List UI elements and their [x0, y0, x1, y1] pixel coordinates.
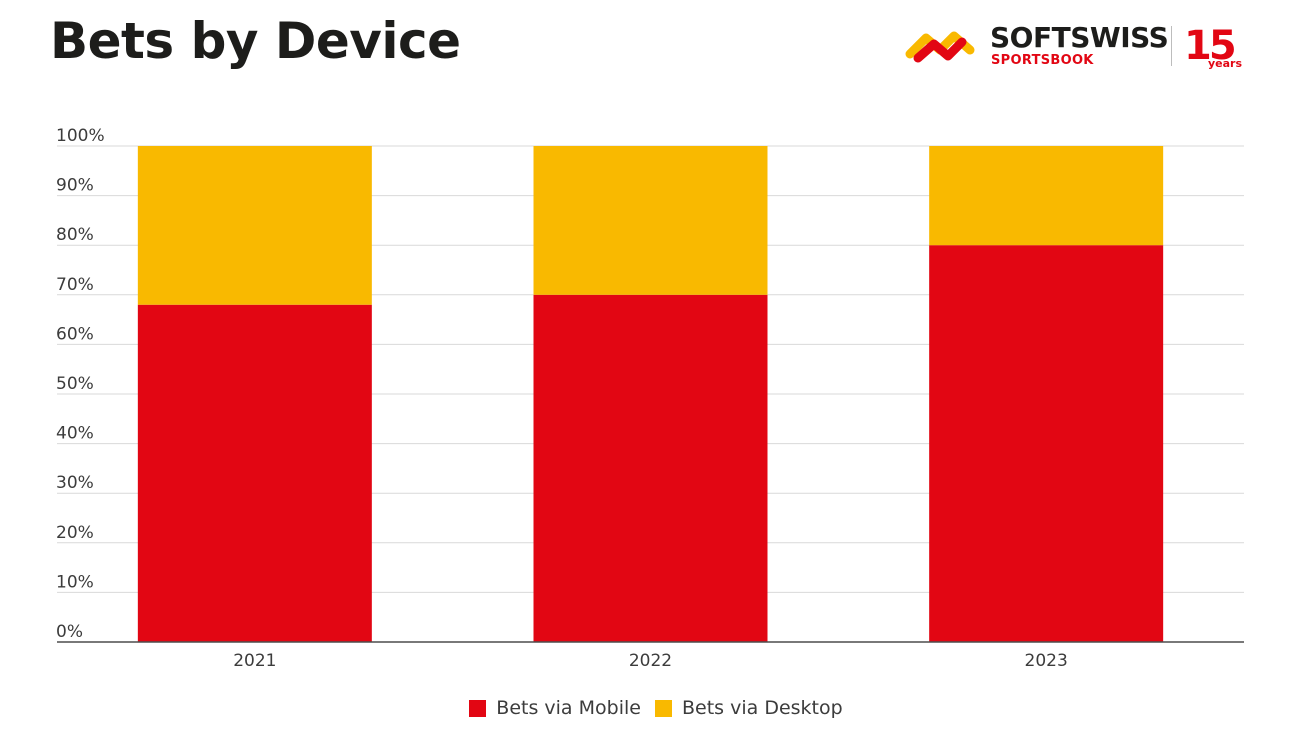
y-tick-label: 80%: [56, 225, 94, 245]
legend-item-desktop: Bets via Desktop: [655, 697, 843, 719]
y-tick-label: 40%: [56, 424, 94, 444]
legend-label-desktop: Bets via Desktop: [682, 697, 843, 719]
y-tick-label: 60%: [56, 324, 94, 344]
y-tick-label: 50%: [56, 374, 94, 394]
bar-mobile-2023: [929, 245, 1164, 642]
legend: Bets via Mobile Bets via Desktop: [0, 697, 1312, 722]
x-tick-label: 2022: [629, 651, 672, 671]
y-tick-label: 30%: [56, 473, 94, 493]
bar-desktop-2023: [929, 146, 1164, 246]
y-tick-label: 10%: [56, 572, 94, 592]
y-tick-label: 70%: [56, 275, 94, 295]
anniversary-unit: years: [1208, 57, 1243, 70]
legend-swatch-desktop: [655, 699, 672, 717]
chart-title: Bets by Device: [50, 12, 461, 70]
x-tick-label: 2021: [233, 651, 276, 671]
brand-name: SOFTSWISS: [990, 21, 1169, 54]
legend-swatch-mobile: [469, 699, 487, 717]
y-tick-label: 100%: [56, 126, 105, 146]
brand-sub: SPORTSBOOK: [991, 53, 1094, 68]
y-tick-label: 90%: [56, 176, 94, 196]
legend-label-mobile: Bets via Mobile: [496, 697, 641, 719]
bar-mobile-2021: [137, 304, 372, 642]
anniversary-badge: 15 years: [1184, 23, 1242, 70]
logo-divider: [1171, 26, 1172, 66]
x-tick-label: 2023: [1025, 651, 1068, 671]
softswiss-logo: SOFTSWISS SPORTSBOOK 15 years: [904, 22, 1244, 72]
y-tick-label: 20%: [56, 523, 94, 543]
brand-mark-icon: [905, 31, 975, 63]
legend-item-mobile: Bets via Mobile: [469, 697, 641, 719]
bar-mobile-2022: [533, 294, 768, 642]
bar-desktop-2021: [137, 146, 372, 305]
bar-desktop-2022: [533, 146, 768, 295]
y-tick-label: 0%: [56, 622, 83, 642]
anniversary-number: 15: [1184, 23, 1237, 69]
